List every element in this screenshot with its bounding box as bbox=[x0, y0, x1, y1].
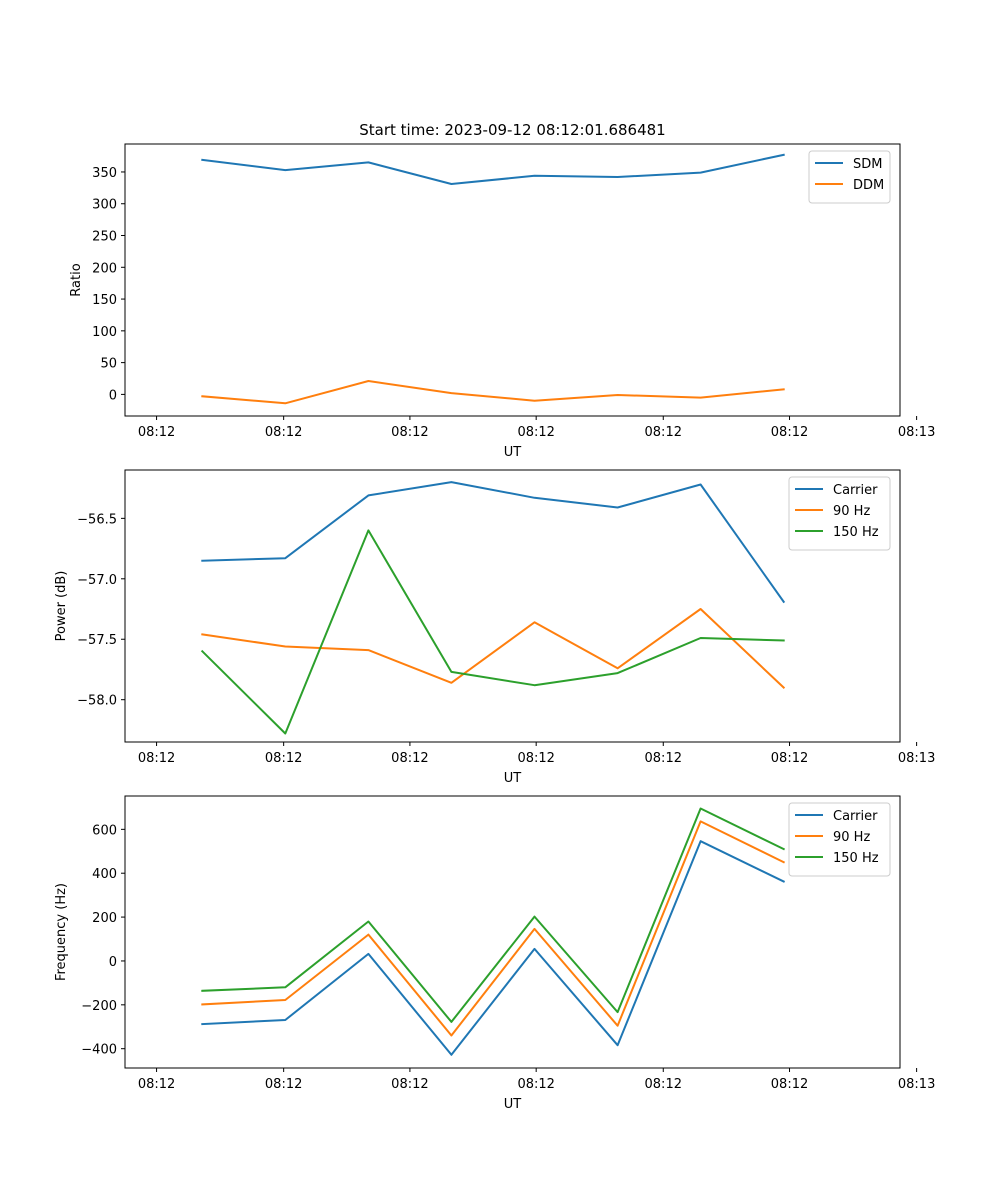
legend-entry: Carrier bbox=[833, 809, 878, 824]
y-axis-label: Ratio bbox=[69, 263, 84, 296]
legend-entry: Carrier bbox=[833, 483, 878, 498]
x-axis-label: UT bbox=[504, 771, 522, 786]
figure-title: Start time: 2023-09-12 08:12:01.686481 bbox=[359, 121, 665, 139]
legend-entry: SDM bbox=[853, 157, 882, 172]
x-tick-label: 08:12 bbox=[265, 1077, 302, 1092]
y-tick-label: 150 bbox=[92, 293, 117, 308]
x-tick-label: 08:12 bbox=[391, 751, 428, 766]
y-tick-label: 400 bbox=[92, 867, 117, 882]
subplot-2: 08:12 08:12 08:12 08:12 08:12 08:12 08:13 −58.0… bbox=[54, 469, 935, 786]
x-tick-label: 08:12 bbox=[517, 425, 554, 440]
series-line-1 bbox=[201, 153, 785, 185]
y-tick-label: −400 bbox=[81, 1043, 117, 1058]
y-tick-label: −56.5 bbox=[77, 512, 117, 527]
y-tick-label: 50 bbox=[100, 357, 117, 372]
x-tick-label: 08:12 bbox=[645, 1077, 682, 1092]
y-tick-label: 350 bbox=[92, 166, 117, 181]
x-tick-label: 08:12 bbox=[771, 425, 808, 440]
x-tick-label: 08:13 bbox=[898, 751, 935, 766]
x-tick-label: 08:12 bbox=[771, 1077, 808, 1092]
legend: Carrier 90 Hz 150 Hz bbox=[788, 476, 891, 551]
x-tick-label: 08:12 bbox=[771, 751, 808, 766]
subplots: 08:12 08:12 08:12 08:12 08:12 08:12 08:13 0 50 10… bbox=[54, 143, 935, 1112]
y-tick-label: −57.5 bbox=[77, 633, 117, 648]
x-tick-label: 08:12 bbox=[645, 751, 682, 766]
axes-frame bbox=[124, 795, 901, 1069]
x-tick-label: 08:13 bbox=[898, 1077, 935, 1092]
x-tick-label: 08:13 bbox=[898, 425, 935, 440]
series-line-1 bbox=[201, 481, 786, 604]
y-axis-label: Frequency (Hz) bbox=[54, 883, 69, 981]
y-tick-label: 300 bbox=[92, 198, 117, 213]
y-tick-label: 200 bbox=[92, 261, 117, 276]
series-line-2 bbox=[201, 380, 785, 405]
y-axis-label: Power (dB) bbox=[54, 571, 69, 642]
legend-entry: 90 Hz bbox=[833, 504, 870, 519]
y-tick-label: 600 bbox=[92, 823, 117, 838]
x-tick-label: 08:12 bbox=[138, 751, 175, 766]
legend-entry: DDM bbox=[853, 178, 884, 193]
x-tick-label: 08:12 bbox=[265, 425, 302, 440]
x-tick-label: 08:12 bbox=[138, 425, 175, 440]
y-tick-label: −58.0 bbox=[77, 694, 117, 709]
x-axis-label: UT bbox=[504, 445, 522, 460]
x-tick-label: 08:12 bbox=[645, 425, 682, 440]
legend: Carrier 90 Hz 150 Hz bbox=[788, 802, 891, 877]
series-line-2 bbox=[201, 608, 786, 690]
y-tick-label: 200 bbox=[92, 911, 117, 926]
y-tick-label: −57.0 bbox=[77, 573, 117, 588]
series-line-3 bbox=[200, 529, 785, 735]
axes-frame bbox=[124, 143, 901, 417]
y-tick-label: −200 bbox=[81, 999, 117, 1014]
x-tick-label: 08:12 bbox=[517, 751, 554, 766]
subplot-3: 08:12 08:12 08:12 08:12 08:12 08:12 08:13 −400 −… bbox=[54, 795, 935, 1112]
legend-entry: 150 Hz bbox=[833, 525, 879, 540]
subplot-1: 08:12 08:12 08:12 08:12 08:12 08:12 08:13 0 50 10… bbox=[69, 143, 935, 460]
y-tick-label: 250 bbox=[92, 230, 117, 245]
y-tick-label: 100 bbox=[92, 325, 117, 340]
y-tick-label: 0 bbox=[109, 955, 117, 970]
x-tick-label: 08:12 bbox=[391, 1077, 428, 1092]
x-tick-label: 08:12 bbox=[138, 1077, 175, 1092]
y-tick-label: 0 bbox=[109, 388, 117, 403]
x-tick-label: 08:12 bbox=[265, 751, 302, 766]
series-line-3 bbox=[201, 807, 786, 1023]
legend-entry: 150 Hz bbox=[833, 851, 879, 866]
x-tick-label: 08:12 bbox=[517, 1077, 554, 1092]
legend-entry: 90 Hz bbox=[833, 830, 870, 845]
series-line-1 bbox=[201, 840, 786, 1056]
axes-frame bbox=[124, 469, 901, 743]
legend: SDM DDM bbox=[808, 150, 891, 204]
x-axis-label: UT bbox=[504, 1097, 522, 1112]
x-tick-label: 08:12 bbox=[391, 425, 428, 440]
series-line-2 bbox=[201, 820, 786, 1037]
